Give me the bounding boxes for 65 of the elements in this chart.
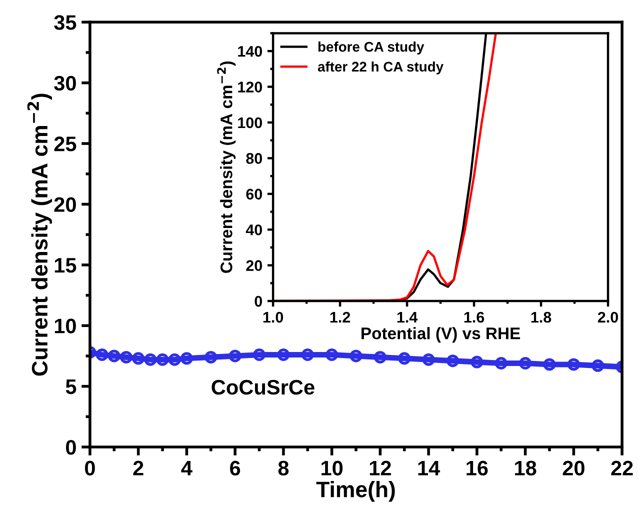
- y-tick-label: 120: [238, 82, 262, 92]
- x-tick-label: 12: [370, 460, 391, 476]
- point: [543, 358, 556, 371]
- point: [96, 348, 108, 362]
- x-tick-label: 2: [133, 460, 144, 476]
- point: [168, 353, 181, 366]
- y-tick-label: 0: [66, 440, 76, 455]
- point: [253, 348, 266, 362]
- x-tick-label: 18: [515, 460, 536, 476]
- y-tick-label: 40: [246, 224, 262, 236]
- point: [204, 350, 218, 364]
- x-tick-label: 1.8: [531, 312, 552, 323]
- point: [228, 350, 242, 362]
- x-tick-label: 2.0: [598, 312, 618, 323]
- x-axis-title: Time(h): [316, 481, 395, 502]
- point: [180, 352, 193, 365]
- x-tick-label: 10: [322, 460, 343, 476]
- y-tick-label: 60: [246, 188, 262, 200]
- x-axis-title: Potential (V) vs RHE: [362, 327, 520, 343]
- x-tick-label: 8: [278, 460, 289, 476]
- y-axis-title: Current density (mA cm$^{−2}$): [217, 61, 236, 273]
- point: [132, 352, 145, 365]
- x-tick-label: 16: [466, 460, 488, 476]
- point: [470, 356, 484, 368]
- y-tick-label: 20: [54, 197, 76, 212]
- y-tick-label: 25: [54, 136, 76, 152]
- point: [592, 359, 604, 372]
- x-tick-label: 14: [418, 460, 440, 476]
- y-tick-label: 80: [246, 153, 262, 164]
- series-label: CoCuSrCe: [212, 380, 314, 395]
- y-tick-label: 100: [238, 117, 262, 128]
- x-tick-label: 22: [611, 460, 633, 476]
- point: [350, 350, 362, 362]
- legend-label: after 22 h CA study: [318, 61, 444, 74]
- x-tick-label: 0: [84, 460, 95, 476]
- point: [120, 350, 132, 364]
- y-tick-label: 140: [238, 46, 262, 57]
- point: [301, 348, 314, 362]
- point: [108, 350, 120, 362]
- y-tick-label: 5: [66, 380, 76, 394]
- x-tick-label: 1.2: [330, 312, 350, 323]
- point: [567, 358, 580, 371]
- point: [374, 350, 386, 364]
- point: [156, 353, 169, 366]
- y-axis-title: Current density (mA cm$^{−2}$): [27, 94, 52, 376]
- y-tick-label: 0: [254, 296, 262, 307]
- legend-label: before CA study: [318, 42, 424, 54]
- point: [494, 357, 508, 370]
- y-tick-label: 30: [54, 76, 76, 91]
- x-tick-label: 6: [230, 460, 240, 476]
- point: [446, 354, 459, 368]
- point: [519, 357, 532, 370]
- x-tick-label: 4: [181, 460, 192, 476]
- point: [398, 352, 411, 365]
- point: [422, 353, 435, 366]
- y-tick-label: 15: [54, 258, 76, 273]
- x-tick-label: 1.0: [263, 312, 284, 323]
- y-tick-label: 20: [246, 260, 262, 271]
- x-tick-label: 1.6: [464, 312, 484, 323]
- point: [277, 348, 290, 362]
- point: [144, 353, 157, 366]
- x-tick-label: 20: [562, 460, 584, 476]
- point: [326, 348, 338, 362]
- y-tick-label: 35: [54, 15, 76, 30]
- x-tick-label: 1.4: [397, 312, 418, 323]
